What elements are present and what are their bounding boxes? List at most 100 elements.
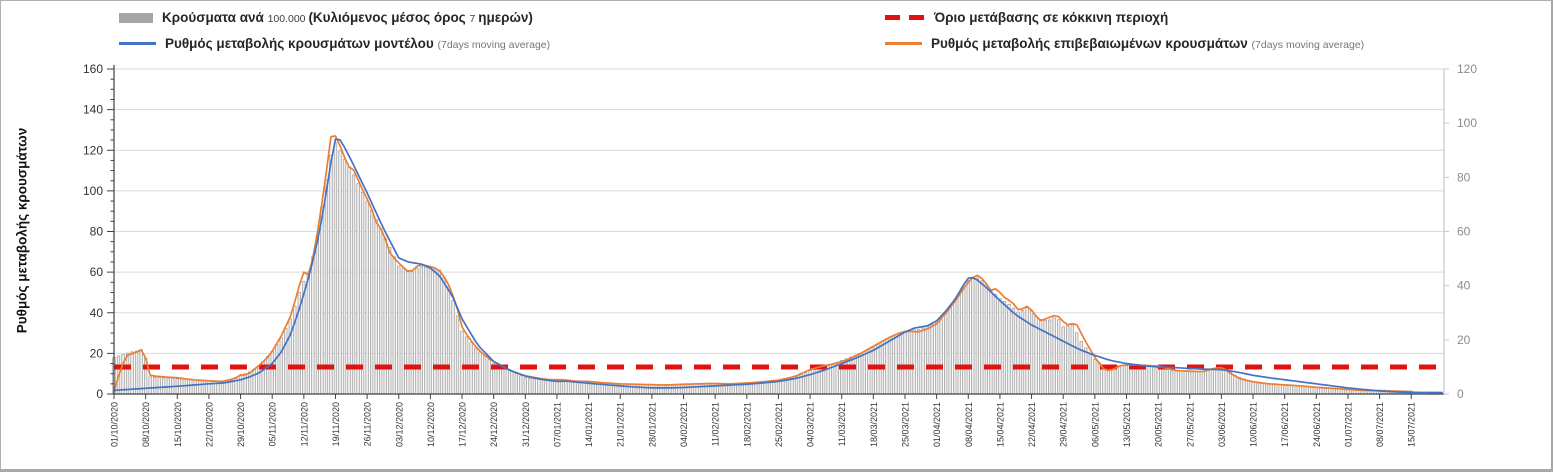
- bar: [1206, 370, 1210, 395]
- bar: [627, 383, 631, 395]
- bar: [519, 375, 523, 395]
- chart-legend: Κρούσματα ανά 100.000 (Κυλιόμενος μέσος …: [1, 6, 1551, 62]
- bar: [410, 271, 414, 395]
- bar: [975, 277, 979, 395]
- y-right-tick-label: 100: [1457, 116, 1477, 130]
- bar: [632, 383, 636, 395]
- bar: [953, 299, 957, 395]
- bar: [853, 354, 857, 395]
- bar: [1188, 371, 1192, 395]
- bar: [1061, 326, 1065, 395]
- legend-item-red-threshold: Όριο μετάβασης σε κόκκινη περιοχή: [885, 6, 1364, 29]
- bar: [270, 350, 274, 395]
- x-tick-label: 12/11/2020: [299, 402, 309, 446]
- y-right-tick-label: 80: [1457, 170, 1471, 184]
- bar: [916, 328, 921, 395]
- bar: [758, 382, 763, 395]
- bar: [505, 369, 509, 395]
- x-tick-label: 11/02/2021: [711, 402, 721, 446]
- bar: [207, 380, 211, 395]
- bar: [1147, 365, 1151, 395]
- bar: [555, 380, 559, 395]
- bar: [998, 298, 1002, 395]
- bar: [1138, 365, 1142, 395]
- bar: [1283, 384, 1287, 395]
- bar: [134, 350, 139, 395]
- x-tick-label: 05/11/2020: [268, 402, 278, 446]
- x-tick-label: 15/07/2021: [1407, 402, 1417, 447]
- bar: [342, 159, 347, 395]
- bar: [550, 380, 555, 395]
- bar: [514, 373, 518, 395]
- bar: [1287, 384, 1291, 395]
- x-tick-label: 01/04/2021: [932, 402, 942, 447]
- x-tick-label: 01/10/2020: [110, 402, 120, 447]
- bar: [1197, 371, 1201, 395]
- y-right-tick-label: 40: [1457, 279, 1471, 293]
- x-tick-label: 08/07/2021: [1375, 402, 1385, 447]
- bar: [256, 365, 261, 395]
- bar: [984, 284, 989, 395]
- x-tick-label: 10/06/2021: [1249, 402, 1259, 447]
- bar: [360, 191, 365, 395]
- bar: [971, 277, 975, 395]
- bar: [831, 363, 835, 395]
- bar: [198, 379, 202, 395]
- bar: [862, 350, 866, 395]
- x-tick-label: 31/12/2020: [521, 402, 531, 447]
- bar: [672, 384, 677, 395]
- bar: [930, 324, 934, 395]
- bar: [659, 384, 663, 395]
- bar: [849, 356, 853, 395]
- bar: [487, 359, 491, 395]
- bar: [663, 384, 668, 395]
- x-tick-label: 25/02/2021: [774, 402, 784, 447]
- bar: [365, 200, 369, 395]
- bar: [966, 279, 970, 395]
- x-tick-label: 08/10/2020: [141, 402, 151, 447]
- bar: [442, 277, 446, 395]
- bar: [1292, 385, 1296, 395]
- bar: [388, 247, 392, 395]
- x-tick-label: 15/10/2020: [173, 402, 183, 447]
- bar: [1115, 365, 1120, 395]
- y-right-tick-label: 20: [1457, 333, 1471, 347]
- x-tick-label: 01/07/2021: [1343, 402, 1353, 447]
- bar: [1296, 385, 1300, 395]
- bar: [266, 356, 270, 395]
- y-right-tick-label: 0: [1457, 387, 1464, 401]
- bar: [1016, 311, 1020, 395]
- bar: [948, 306, 952, 395]
- bar: [1210, 368, 1215, 395]
- legend-column-left: Κρούσματα ανά 100.000 (Κυλιόμενος μέσος …: [119, 6, 550, 55]
- bar: [794, 376, 799, 395]
- bar: [677, 384, 681, 395]
- bar: [1246, 380, 1251, 395]
- bar: [351, 174, 356, 395]
- line-swatch-icon: [119, 42, 156, 45]
- bar: [424, 266, 428, 395]
- y-left-tick-label: 0: [96, 387, 103, 401]
- bar: [1260, 382, 1264, 395]
- bar: [238, 375, 243, 395]
- bar: [428, 267, 433, 395]
- bar: [243, 373, 247, 395]
- bar: [1219, 367, 1224, 395]
- bar: [645, 384, 650, 395]
- bar: [1124, 365, 1129, 395]
- bar: [781, 379, 785, 395]
- bar: [1215, 368, 1219, 395]
- y-left-ticks: 0 20 40 60 80 100 120 140 160: [83, 62, 114, 401]
- x-tick-label: 24/12/2020: [489, 402, 499, 447]
- bar: [1165, 369, 1169, 395]
- bar: [392, 256, 396, 395]
- line-swatch-icon: [885, 42, 922, 45]
- bar: [1066, 325, 1070, 395]
- x-tick-label: 10/12/2020: [426, 402, 436, 447]
- x-tick-label: 19/11/2020: [331, 402, 341, 446]
- bar: [369, 209, 374, 395]
- bar: [767, 381, 772, 395]
- bar: [1070, 324, 1074, 395]
- bar: [1057, 319, 1061, 395]
